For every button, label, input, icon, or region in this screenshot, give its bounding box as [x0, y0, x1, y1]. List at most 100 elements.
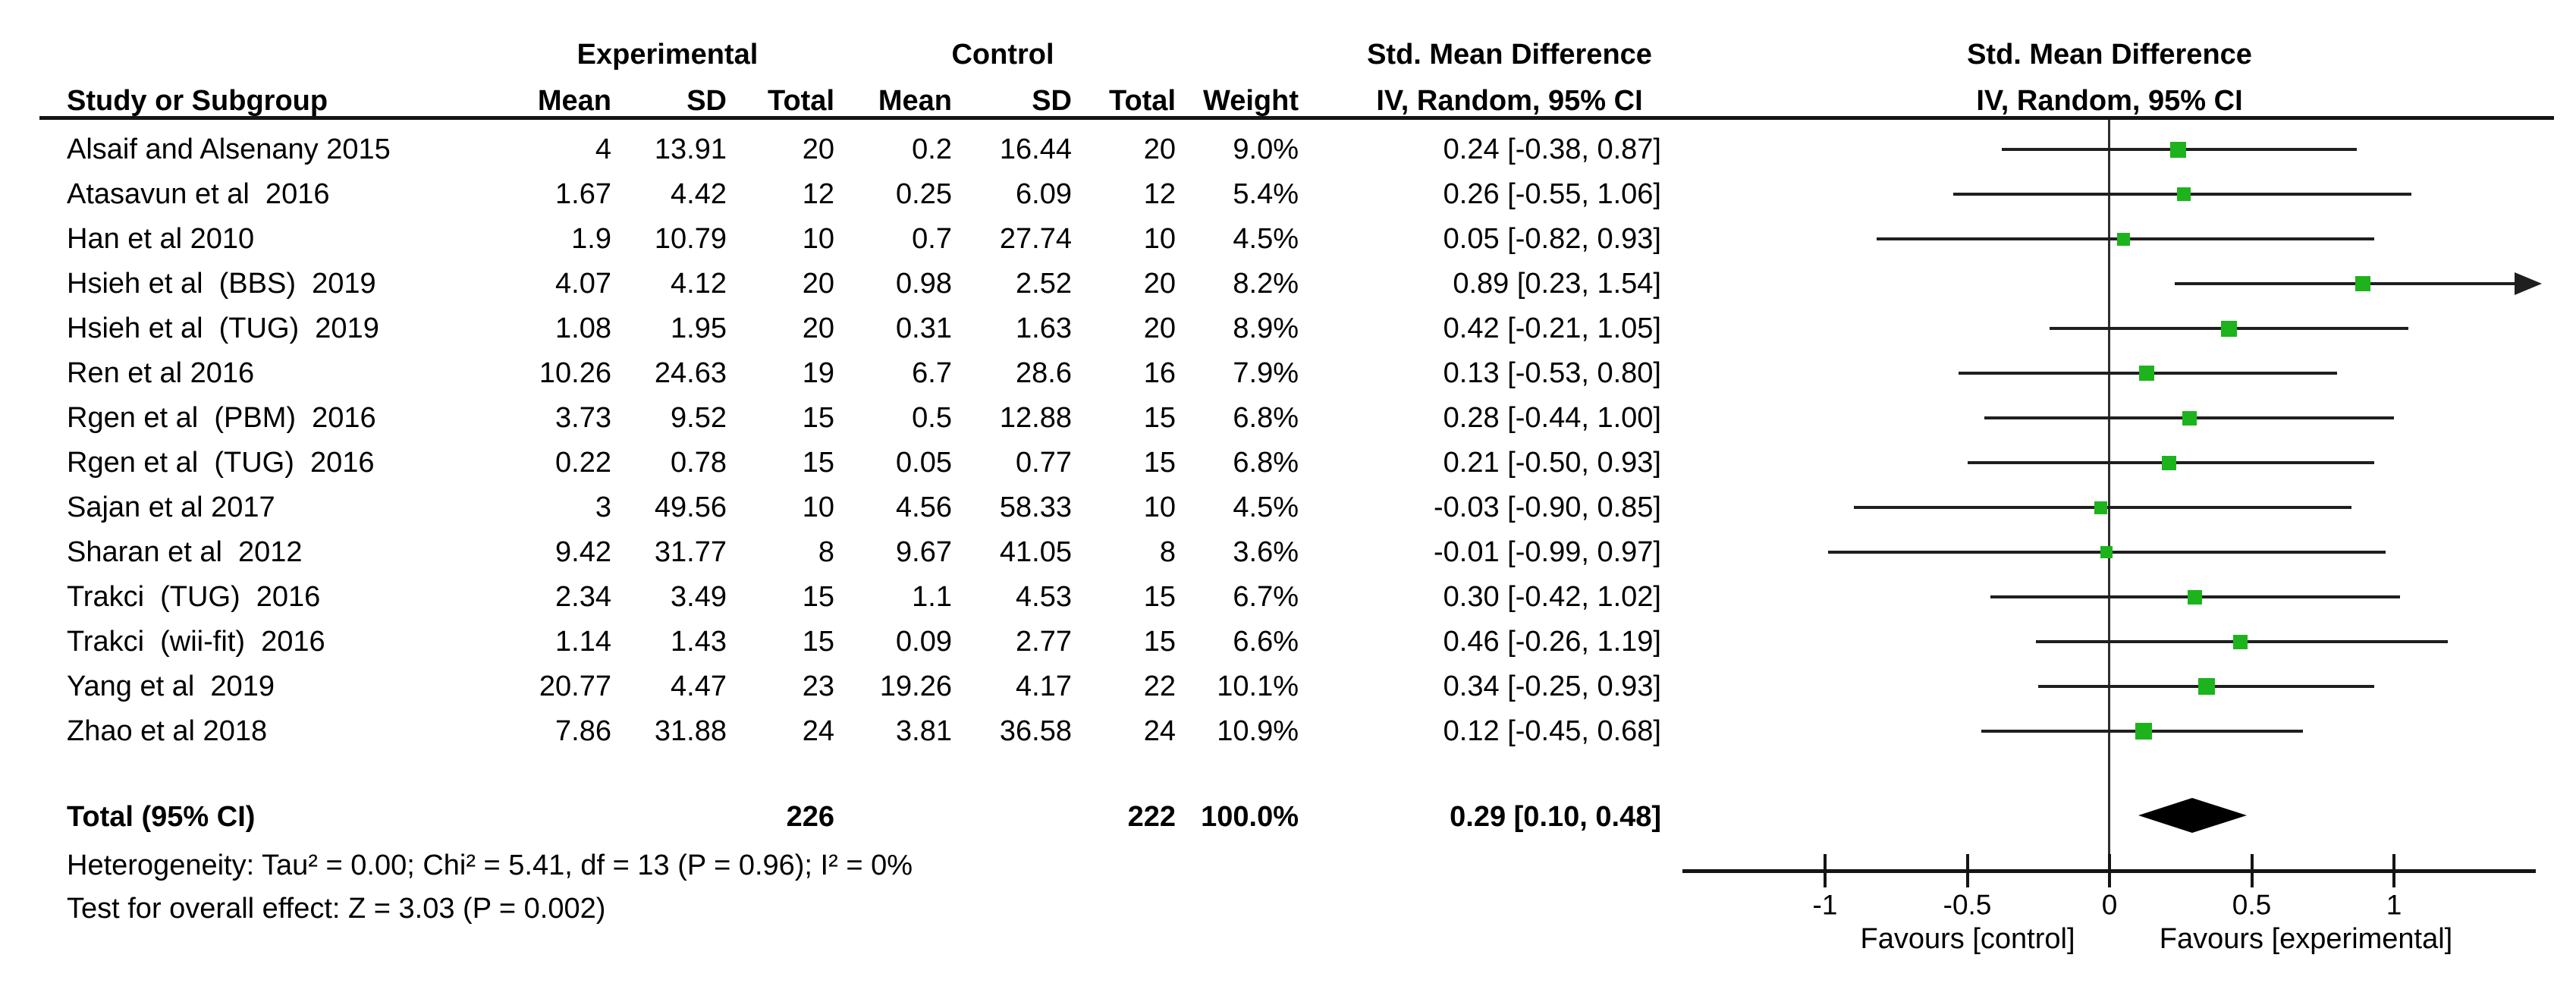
col-header-weight: Weight	[1203, 85, 1299, 117]
cell-mean_c: 0.5	[912, 402, 952, 434]
cell-mean_e: 1.67	[555, 178, 611, 210]
col-header-sd-ctl: SD	[1032, 85, 1072, 117]
cell-mean_e: 1.9	[571, 223, 611, 255]
cell-ci: 0.30 [-0.42, 1.02]	[1443, 581, 1661, 613]
study-name: Alsaif and Alsenany 2015	[67, 133, 391, 165]
effect-marker	[2221, 321, 2237, 337]
cell-sd_c: 2.52	[1016, 268, 1072, 300]
cell-n_c: 15	[1143, 402, 1176, 434]
cell-weight: 10.9%	[1217, 715, 1299, 747]
cell-sd_c: 1.63	[1016, 312, 1072, 344]
cell-n_e: 15	[802, 447, 834, 479]
cell-n_c: 16	[1143, 357, 1176, 389]
cell-sd_c: 6.09	[1016, 178, 1072, 210]
cell-ci: 0.13 [-0.53, 0.80]	[1443, 357, 1661, 389]
cell-n_c: 22	[1143, 671, 1176, 702]
cell-ci: -0.01 [-0.99, 0.97]	[1434, 536, 1661, 568]
cell-n_c: 20	[1143, 312, 1176, 344]
cell-sd_e: 10.79	[654, 223, 727, 255]
cell-sd_e: 31.88	[654, 715, 727, 747]
cell-n_e: 15	[802, 402, 834, 434]
cell-n_e: 20	[802, 312, 834, 344]
cell-n_e: 10	[802, 223, 834, 255]
cell-weight: 4.5%	[1233, 223, 1299, 255]
cell-ci: 0.28 [-0.44, 1.00]	[1443, 402, 1661, 434]
cell-n_c: 8	[1159, 536, 1176, 568]
col-header-method-table: IV, Random, 95% CI	[1376, 85, 1643, 117]
cell-mean_e: 20.77	[539, 671, 611, 702]
study-name: Han et al 2010	[67, 223, 255, 255]
cell-mean_e: 3.73	[555, 402, 611, 434]
cell-n_e: 12	[802, 178, 834, 210]
cell-mean_e: 2.34	[555, 581, 611, 613]
cell-sd_e: 9.52	[671, 402, 727, 434]
group-header-smd-plot: Std. Mean Difference	[1967, 39, 2252, 71]
cell-n_e: 8	[818, 536, 834, 568]
cell-n_e: 24	[802, 715, 834, 747]
cell-n_e: 15	[802, 581, 834, 613]
cell-sd_e: 49.56	[654, 492, 727, 523]
cell-n_c: 24	[1143, 715, 1176, 747]
cell-ci: 0.26 [-0.55, 1.06]	[1443, 178, 1661, 210]
axis-tick-label: -1	[1812, 889, 1838, 921]
col-header-mean-ctl: Mean	[878, 85, 952, 117]
cell-mean_e: 1.14	[555, 626, 611, 658]
cell-mean_c: 6.7	[912, 357, 952, 389]
favours-experimental-label: Favours [experimental]	[2159, 923, 2453, 955]
cell-n_e: 23	[802, 671, 834, 702]
study-name: Hsieh et al (BBS) 2019	[67, 268, 376, 300]
total-ci-label: 0.29 [0.10, 0.48]	[1450, 801, 1661, 833]
group-header-smd-table: Std. Mean Difference	[1367, 39, 1652, 71]
cell-mean_c: 0.09	[896, 626, 952, 658]
cell-mean_c: 0.05	[896, 447, 952, 479]
cell-sd_e: 24.63	[654, 357, 727, 389]
study-name: Rgen et al (TUG) 2016	[67, 447, 375, 479]
total-diamond	[2138, 798, 2247, 833]
cell-ci: 0.42 [-0.21, 1.05]	[1443, 312, 1661, 344]
effect-marker	[2198, 678, 2215, 695]
cell-mean_e: 10.26	[539, 357, 611, 389]
cell-weight: 5.4%	[1233, 178, 1299, 210]
cell-sd_c: 4.53	[1016, 581, 1072, 613]
effect-marker	[2182, 411, 2197, 426]
col-header-sd-exp: SD	[686, 85, 727, 117]
effect-marker	[2177, 187, 2191, 201]
cell-mean_c: 4.56	[896, 492, 952, 523]
study-name: Rgen et al (PBM) 2016	[67, 402, 376, 434]
cell-mean_c: 0.2	[912, 133, 952, 165]
cell-ci: 0.34 [-0.25, 0.93]	[1443, 671, 1661, 702]
cell-weight: 9.0%	[1233, 133, 1299, 165]
cell-sd_e: 13.91	[654, 133, 727, 165]
cell-weight: 7.9%	[1233, 357, 1299, 389]
cell-mean_c: 3.81	[896, 715, 952, 747]
cell-n_c: 15	[1143, 626, 1176, 658]
cell-sd_c: 36.58	[999, 715, 1072, 747]
cell-n_c: 15	[1143, 447, 1176, 479]
cell-mean_e: 0.22	[555, 447, 611, 479]
effect-marker	[2162, 456, 2176, 470]
heterogeneity-note: Heterogeneity: Tau² = 0.00; Chi² = 5.41,…	[67, 850, 913, 881]
effect-marker	[2094, 501, 2107, 514]
cell-n_e: 20	[802, 133, 834, 165]
study-name: Trakci (wii-fit) 2016	[67, 626, 325, 658]
cell-sd_c: 41.05	[999, 536, 1072, 568]
col-header-total-ctl: Total	[1109, 85, 1176, 117]
effect-marker	[2100, 546, 2113, 558]
cell-n_c: 20	[1143, 268, 1176, 300]
effect-marker	[2233, 635, 2248, 649]
col-header-total-exp: Total	[768, 85, 834, 117]
study-name: Zhao et al 2018	[67, 715, 268, 747]
cell-sd_e: 1.43	[671, 626, 727, 658]
group-header-control: Control	[951, 39, 1054, 71]
overall-effect-note: Test for overall effect: Z = 3.03 (P = 0…	[67, 893, 606, 925]
cell-weight: 6.8%	[1233, 447, 1299, 479]
col-header-study: Study or Subgroup	[67, 85, 328, 117]
col-header-mean-exp: Mean	[537, 85, 611, 117]
favours-control-label: Favours [control]	[1860, 923, 2075, 955]
cell-n_c: 15	[1143, 581, 1176, 613]
x-axis-tick	[2108, 854, 2111, 887]
axis-tick-label: 0.5	[2232, 889, 2272, 921]
cell-mean_c: 1.1	[912, 581, 952, 613]
cell-ci: -0.03 [-0.90, 0.85]	[1434, 492, 1661, 523]
x-axis-tick	[2250, 854, 2254, 887]
